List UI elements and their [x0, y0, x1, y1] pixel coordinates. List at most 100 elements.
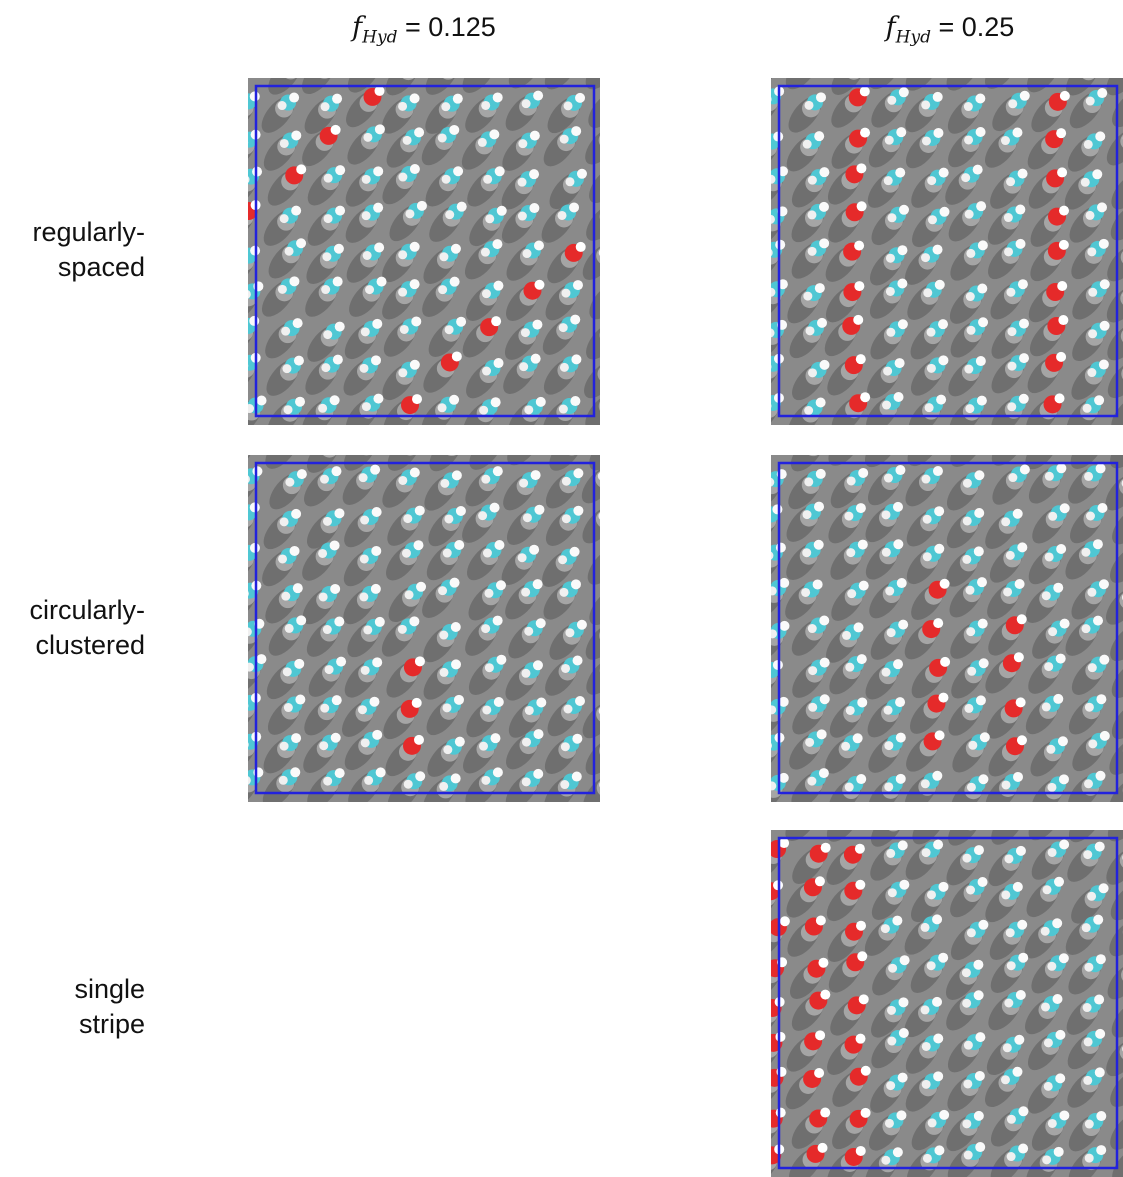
hydrogen: [1014, 652, 1024, 662]
hydrogen: [375, 86, 385, 96]
hydrogen: [398, 625, 407, 634]
hydrogen: [857, 697, 867, 707]
hydrogen: [927, 176, 936, 185]
hydrogen: [1008, 99, 1017, 108]
hydrogen: [570, 547, 580, 557]
hydrogen: [478, 138, 487, 147]
hydrogen: [1088, 288, 1097, 297]
hydrogen: [978, 619, 988, 629]
hydrogen: [534, 729, 544, 739]
hydrogen: [853, 733, 863, 743]
hydrogen: [529, 169, 539, 179]
hydrogen: [1004, 854, 1013, 863]
hydrogen: [1055, 1030, 1065, 1040]
hydrogen: [452, 351, 462, 361]
hydrogen: [963, 516, 972, 525]
hydrogen: [817, 729, 827, 739]
hydrogen: [808, 703, 817, 712]
hydrogen: [938, 693, 948, 703]
hydrogen: [815, 1030, 825, 1040]
hydrogen: [1016, 697, 1026, 707]
hydrogen: [257, 396, 267, 406]
hydrogen: [856, 1146, 866, 1156]
hydrogen: [291, 206, 301, 216]
hydrogen: [899, 87, 909, 97]
hydrogen: [536, 697, 546, 707]
hydrogen: [335, 768, 345, 778]
hydrogen: [898, 319, 908, 329]
hydrogen: [898, 1073, 908, 1083]
hydrogen: [1012, 1067, 1022, 1077]
hydrogen: [886, 1081, 895, 1090]
hydrogen: [376, 767, 386, 777]
hydrogen: [973, 960, 983, 970]
hydrogen: [371, 355, 381, 365]
hydrogen: [493, 281, 503, 291]
hydrogen: [816, 916, 826, 926]
hydrogen: [897, 278, 907, 288]
hydrogen: [451, 622, 461, 632]
hydrogen: [496, 580, 506, 590]
hydrogen: [558, 211, 567, 220]
hydrogen: [805, 738, 814, 747]
hydrogen: [563, 704, 572, 713]
hydrogen: [322, 252, 331, 261]
hydrogen: [280, 517, 289, 526]
hydrogen: [481, 248, 490, 257]
hydrogen: [575, 696, 585, 706]
hydrogen: [938, 319, 948, 329]
hydrogen: [1044, 1082, 1053, 1091]
hydrogen: [294, 659, 304, 669]
hydrogen: [559, 323, 568, 332]
hydrogen: [452, 470, 462, 480]
hydrogen: [494, 358, 504, 368]
hydrogen: [440, 668, 449, 677]
hydrogen: [534, 241, 544, 251]
hydrogen: [483, 549, 492, 558]
panel: [248, 78, 600, 425]
hydrogen: [927, 890, 936, 899]
hydrogen: [370, 465, 380, 475]
hydrogen: [1092, 169, 1102, 179]
hydrogen: [324, 174, 333, 183]
line: circularly-: [0, 593, 145, 628]
hydrogen: [569, 202, 579, 212]
hydrogen: [1059, 774, 1069, 784]
hydrogen: [294, 356, 304, 366]
hydrogen: [573, 468, 583, 478]
hydrogen: [801, 588, 810, 597]
hydrogen: [858, 468, 868, 478]
hydrogen: [928, 1118, 937, 1127]
hydrogen: [403, 136, 412, 145]
hydrogen: [1095, 842, 1105, 852]
hydrogen: [496, 655, 506, 665]
hydrogen: [964, 135, 973, 144]
hydrogen: [814, 131, 824, 141]
line: stripe: [0, 1007, 145, 1042]
hydrogen: [963, 1079, 972, 1088]
hydrogen: [893, 659, 903, 669]
hydrogen: [398, 173, 407, 182]
hydrogen: [438, 586, 447, 595]
hydrogen: [894, 392, 904, 402]
hydrogen: [803, 140, 812, 149]
hydrogen: [1099, 579, 1109, 589]
hydrogen: [964, 1041, 973, 1050]
hydrogen: [1084, 472, 1093, 481]
hydrogen: [1060, 91, 1070, 101]
hydrogen: [443, 549, 452, 558]
hydrogen: [522, 249, 531, 258]
hydrogen: [374, 242, 384, 252]
hydrogen: [1007, 1115, 1016, 1124]
hydrogen: [410, 360, 420, 370]
hydrogen: [927, 328, 936, 337]
hydrogen: [1081, 178, 1090, 187]
hydrogen: [1087, 368, 1096, 377]
hydrogen: [882, 548, 891, 557]
hydrogen: [1100, 321, 1110, 331]
hydrogen: [887, 1037, 896, 1046]
hydrogen: [534, 280, 544, 290]
hydrogen: [893, 502, 903, 512]
hydrogen: [479, 406, 488, 415]
hydrogen: [1084, 1037, 1093, 1046]
